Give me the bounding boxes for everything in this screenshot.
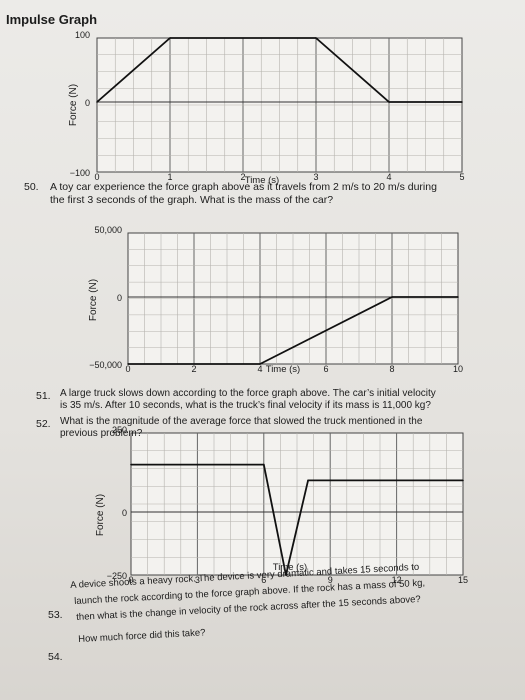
question-53-number: 53. (48, 609, 63, 621)
x-tick-label: 4 (257, 364, 262, 374)
question-50-line-2: the first 3 seconds of the graph. What i… (50, 194, 334, 206)
x-axis-label: Time (s) (245, 175, 279, 186)
question-54-number: 54. (48, 651, 63, 663)
y-tick-label: 250 (112, 425, 127, 435)
x-tick-label: 0 (128, 575, 133, 585)
x-tick-label: 0 (125, 364, 130, 374)
y-axis-label: Force (N) (95, 494, 106, 536)
question-52-number: 52. (36, 418, 51, 430)
data-point (96, 101, 98, 103)
x-tick-label: 15 (458, 575, 468, 585)
data-point (130, 463, 132, 466)
question-51-line-2: is 35 m/s. After 10 seconds, what is the… (60, 400, 431, 411)
data-point (462, 479, 464, 482)
data-point (169, 37, 171, 39)
data-point (315, 37, 317, 39)
question-50-number: 50. (24, 181, 39, 193)
data-point (457, 296, 459, 298)
question-51-number: 51. (36, 390, 51, 402)
x-tick-label: 12 (392, 575, 402, 585)
x-tick-label: 6 (323, 364, 328, 374)
y-tick-label: −250 (107, 571, 127, 581)
x-axis-label: Time (s) (273, 562, 307, 573)
x-tick-label: 2 (240, 172, 245, 182)
data-point (285, 574, 287, 576)
x-tick-label: 0 (94, 172, 99, 182)
x-axis-label: Time (s) (266, 364, 300, 375)
page-title: Impulse Graph (6, 12, 98, 27)
x-tick-label: 9 (328, 575, 333, 585)
question-50-line-1: A toy car experience the force graph abo… (50, 181, 437, 193)
x-tick-label: 2 (191, 364, 196, 374)
x-tick-label: 3 (195, 575, 200, 585)
data-point (307, 479, 309, 482)
y-axis-label: Force (N) (88, 279, 99, 321)
question-52-line-1: What is the magnitude of the average for… (60, 416, 423, 427)
data-point (259, 363, 261, 365)
data-point (263, 463, 265, 466)
x-tick-label: 8 (389, 364, 394, 374)
y-tick-label: −100 (70, 168, 90, 178)
x-tick-label: 4 (386, 172, 391, 182)
question-52-line-2: previous problem? (60, 428, 143, 439)
graph-1: 100 0 −100 0 1 2 3 4 5 Time (s) Force (N) (68, 30, 465, 186)
data-point (461, 101, 463, 103)
y-tick-label: 100 (75, 30, 90, 40)
x-tick-label: 10 (453, 364, 463, 374)
question-51-line-1: A large truck slows down according to th… (60, 388, 436, 399)
x-tick-label: 3 (313, 172, 318, 182)
y-tick-label: −50,000 (89, 360, 122, 370)
x-tick-label: 5 (459, 172, 464, 182)
force-series-line (128, 296, 458, 365)
x-tick-label: 6 (261, 575, 266, 585)
y-axis-label: Force (N) (68, 84, 79, 126)
y-tick-label: 0 (85, 98, 90, 108)
x-tick-label: 1 (167, 172, 172, 182)
data-point (127, 363, 129, 365)
data-point (388, 101, 390, 103)
y-tick-label: 0 (122, 508, 127, 518)
data-point (391, 296, 393, 298)
y-tick-label: 50,000 (94, 225, 122, 235)
y-tick-label: 0 (117, 293, 122, 303)
